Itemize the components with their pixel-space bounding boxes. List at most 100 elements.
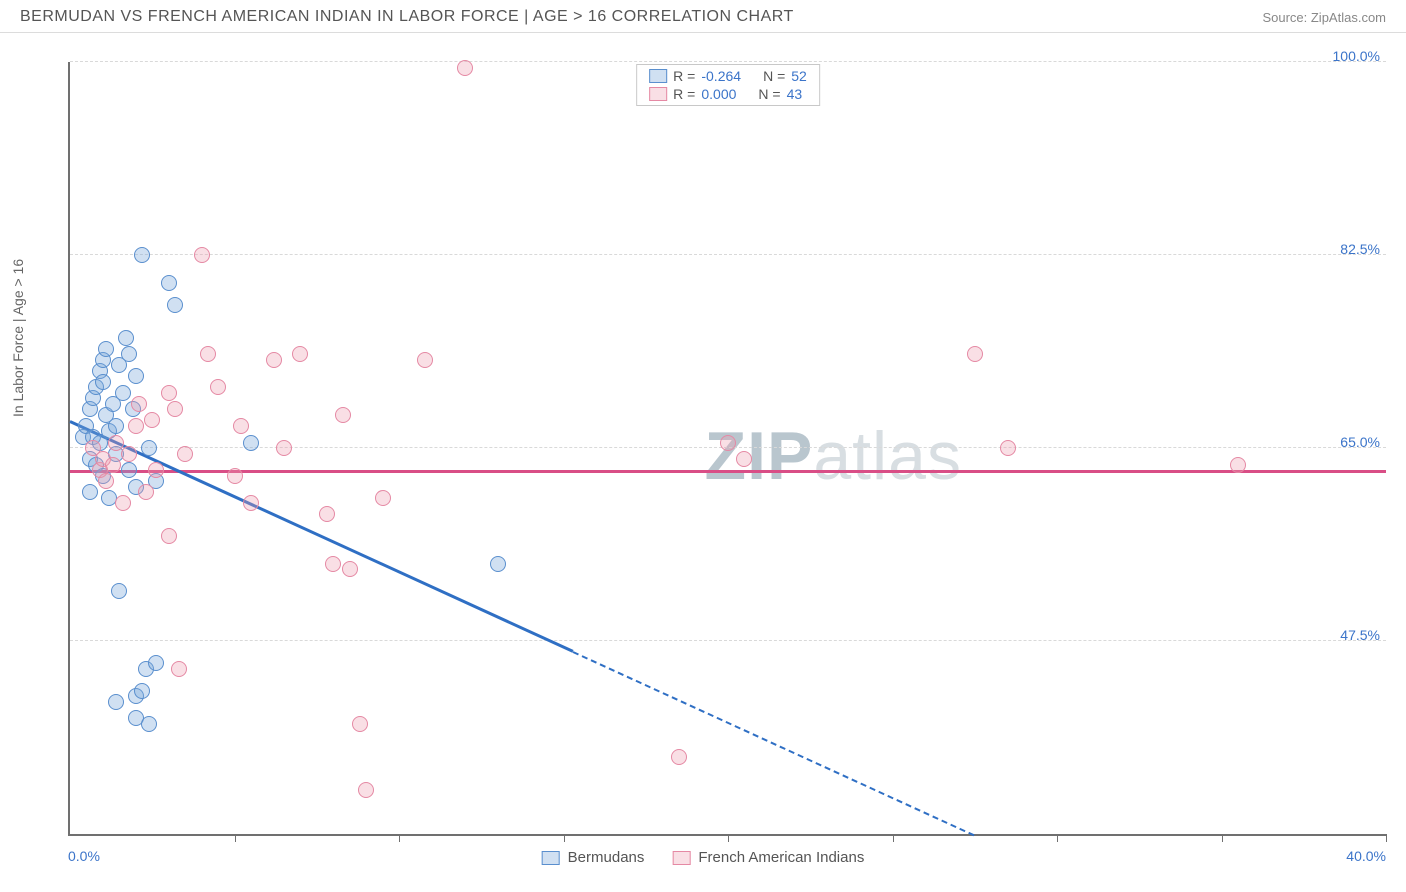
data-point bbox=[671, 749, 687, 765]
legend-n-label: N = bbox=[763, 68, 785, 84]
data-point bbox=[417, 352, 433, 368]
data-point bbox=[144, 412, 160, 428]
x-tick bbox=[1057, 834, 1058, 842]
data-point bbox=[319, 506, 335, 522]
data-point bbox=[138, 484, 154, 500]
data-point bbox=[171, 661, 187, 677]
x-axis-min-label: 0.0% bbox=[68, 848, 100, 864]
data-point bbox=[128, 368, 144, 384]
data-point bbox=[134, 247, 150, 263]
x-tick bbox=[399, 834, 400, 842]
data-point bbox=[128, 418, 144, 434]
legend-n-value: 43 bbox=[787, 86, 803, 102]
data-point bbox=[490, 556, 506, 572]
y-axis-label: In Labor Force | Age > 16 bbox=[10, 259, 26, 417]
data-point bbox=[108, 418, 124, 434]
data-point bbox=[161, 528, 177, 544]
data-point bbox=[141, 440, 157, 456]
legend-series: Bermudans French American Indians bbox=[542, 849, 865, 866]
data-point bbox=[134, 683, 150, 699]
data-point bbox=[161, 275, 177, 291]
legend-r-label: R = bbox=[673, 86, 695, 102]
data-point bbox=[161, 385, 177, 401]
y-tick-label: 100.0% bbox=[1333, 48, 1380, 64]
y-tick-label: 82.5% bbox=[1340, 241, 1380, 257]
legend-r-label: R = bbox=[673, 68, 695, 84]
data-point bbox=[720, 435, 736, 451]
data-point bbox=[243, 435, 259, 451]
data-point bbox=[121, 346, 137, 362]
chart-area: In Labor Force | Age > 16 R =-0.264N =52… bbox=[20, 42, 1386, 872]
x-axis-max-label: 40.0% bbox=[1346, 848, 1386, 864]
data-point bbox=[118, 330, 134, 346]
y-tick-label: 65.0% bbox=[1340, 434, 1380, 450]
data-point bbox=[227, 468, 243, 484]
data-point bbox=[194, 247, 210, 263]
data-point bbox=[375, 490, 391, 506]
legend-swatch bbox=[672, 851, 690, 865]
data-point bbox=[177, 446, 193, 462]
gridline bbox=[70, 254, 1386, 255]
legend-correlation: R =-0.264N =52R =0.000N =43 bbox=[636, 64, 820, 106]
data-point bbox=[115, 385, 131, 401]
legend-r-value: 0.000 bbox=[701, 86, 736, 102]
gridline bbox=[70, 61, 1386, 62]
data-point bbox=[141, 716, 157, 732]
data-point bbox=[105, 457, 121, 473]
data-point bbox=[266, 352, 282, 368]
data-point bbox=[342, 561, 358, 577]
data-point bbox=[358, 782, 374, 798]
chart-title: BERMUDAN VS FRENCH AMERICAN INDIAN IN LA… bbox=[20, 8, 794, 26]
data-point bbox=[98, 341, 114, 357]
data-point bbox=[325, 556, 341, 572]
data-point bbox=[115, 495, 131, 511]
legend-corr-row: R = -0.264 N = 52 bbox=[637, 67, 819, 85]
data-point bbox=[111, 583, 127, 599]
legend-swatch bbox=[649, 87, 667, 101]
legend-series-label: Bermudans bbox=[568, 849, 645, 866]
x-tick bbox=[893, 834, 894, 842]
data-point bbox=[98, 473, 114, 489]
data-point bbox=[131, 396, 147, 412]
data-point bbox=[200, 346, 216, 362]
data-point bbox=[352, 716, 368, 732]
legend-swatch bbox=[542, 851, 560, 865]
x-tick bbox=[728, 834, 729, 842]
trend-line-dashed bbox=[573, 651, 975, 836]
gridline bbox=[70, 640, 1386, 641]
data-point bbox=[736, 451, 752, 467]
y-tick-label: 47.5% bbox=[1340, 627, 1380, 643]
x-tick bbox=[564, 834, 565, 842]
data-point bbox=[276, 440, 292, 456]
data-point bbox=[148, 655, 164, 671]
plot-region: R =-0.264N =52R =0.000N =43 ZIPatlas 47.… bbox=[68, 62, 1386, 836]
data-point bbox=[292, 346, 308, 362]
legend-series-item: French American Indians bbox=[672, 849, 864, 866]
data-point bbox=[243, 495, 259, 511]
data-point bbox=[335, 407, 351, 423]
data-point bbox=[457, 60, 473, 76]
chart-header: BERMUDAN VS FRENCH AMERICAN INDIAN IN LA… bbox=[0, 0, 1406, 33]
trend-line bbox=[69, 421, 574, 654]
legend-n-value: 52 bbox=[791, 68, 807, 84]
data-point bbox=[95, 374, 111, 390]
legend-n-label: N = bbox=[758, 86, 780, 102]
watermark-zip: ZIP bbox=[705, 418, 814, 494]
data-point bbox=[121, 446, 137, 462]
data-point bbox=[233, 418, 249, 434]
data-point bbox=[967, 346, 983, 362]
data-point bbox=[167, 401, 183, 417]
data-point bbox=[167, 297, 183, 313]
data-point bbox=[108, 694, 124, 710]
legend-series-label: French American Indians bbox=[698, 849, 864, 866]
trend-line bbox=[70, 470, 1386, 473]
legend-r-value: -0.264 bbox=[701, 68, 741, 84]
legend-swatch bbox=[649, 69, 667, 83]
legend-series-item: Bermudans bbox=[542, 849, 645, 866]
data-point bbox=[210, 379, 226, 395]
legend-corr-row: R = 0.000 N = 43 bbox=[637, 85, 819, 103]
x-tick bbox=[1386, 834, 1387, 842]
data-point bbox=[82, 484, 98, 500]
data-point bbox=[1000, 440, 1016, 456]
data-point bbox=[1230, 457, 1246, 473]
